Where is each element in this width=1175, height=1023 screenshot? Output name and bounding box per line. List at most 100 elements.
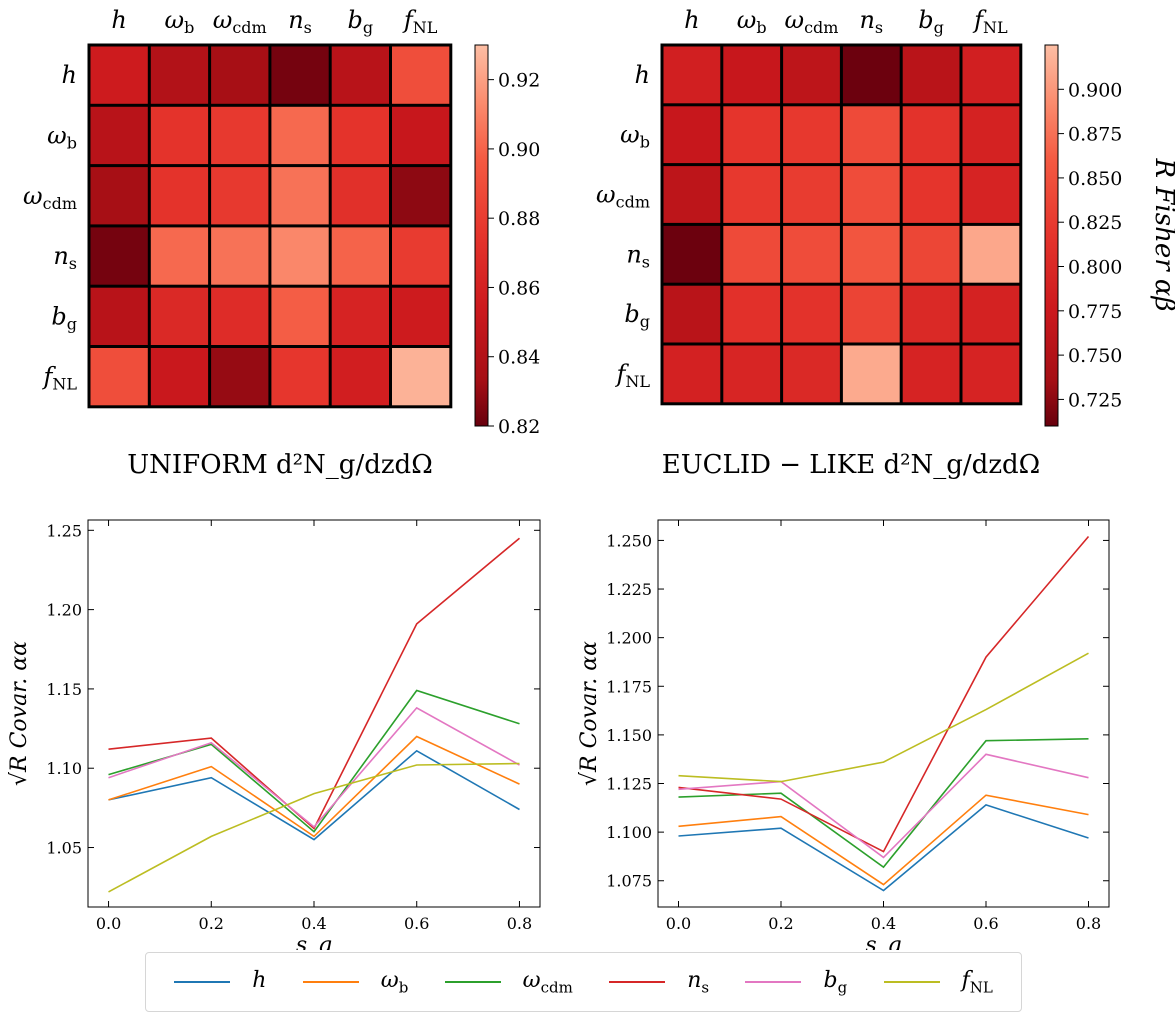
legend-item-n-s: ns bbox=[609, 968, 709, 996]
heatmap-row-label: bg bbox=[624, 300, 650, 331]
heatmap-cell-2-5 bbox=[962, 166, 1020, 223]
heatmap-cell-4-1 bbox=[723, 285, 781, 343]
legend-label-omega-cdm: ωcdm bbox=[522, 967, 573, 997]
heatmap-cell-1-3 bbox=[271, 106, 329, 165]
heatmap-cell-0-5 bbox=[962, 46, 1020, 104]
heatmap-title: EUCLID − LIKE d²N_g/dzdΩ bbox=[662, 450, 1040, 480]
heatmap-cell-5-5 bbox=[392, 348, 450, 406]
heatmap-frame bbox=[87, 43, 453, 409]
y-tick-label: 1.15 bbox=[46, 680, 82, 699]
heatmap-cell-1-1 bbox=[150, 106, 209, 165]
heatmap-cell-3-4 bbox=[331, 227, 389, 285]
colorbar-tick-label: 0.84 bbox=[498, 347, 540, 369]
heatmap-cell-1-2 bbox=[211, 106, 269, 165]
colorbar-tick-label: 0.750 bbox=[1068, 345, 1122, 367]
heatmap-row-label: ωcdm bbox=[596, 181, 650, 212]
heatmap-cell-0-0 bbox=[90, 46, 148, 104]
heatmap-cell-0-0 bbox=[663, 46, 721, 104]
heatmap-cell-4-3 bbox=[271, 287, 329, 345]
colorbar-tick-label: 0.86 bbox=[498, 277, 540, 299]
series-line-omega_cdm bbox=[108, 689, 520, 833]
heatmap-cell-3-2 bbox=[211, 227, 269, 285]
heatmap-cell-0-3 bbox=[842, 46, 900, 104]
x-tick-label: 0.8 bbox=[507, 914, 532, 933]
colorbar bbox=[474, 44, 489, 427]
heatmap-cell-3-5 bbox=[962, 225, 1020, 283]
plot-frame bbox=[657, 519, 1110, 908]
heatmap-cell-5-2 bbox=[783, 345, 840, 403]
heatmap-cell-2-4 bbox=[331, 167, 389, 225]
legend: h ωb ωcdm ns bg fNL bbox=[145, 952, 1022, 1012]
heatmap-row-label: ns bbox=[53, 242, 77, 273]
heatmap-cell-5-3 bbox=[271, 348, 329, 406]
heatmap-col-label: h bbox=[684, 6, 699, 34]
heatmap-cell-1-4 bbox=[902, 106, 960, 164]
y-tick-label: 1.175 bbox=[606, 677, 652, 696]
heatmap-cell-2-0 bbox=[663, 166, 721, 223]
heatmap-cell-4-5 bbox=[962, 285, 1020, 343]
legend-line-b-g bbox=[745, 980, 802, 983]
heatmap-cell-1-2 bbox=[783, 106, 840, 164]
heatmap-cell-2-3 bbox=[271, 167, 329, 225]
legend-line-h bbox=[174, 980, 231, 983]
heatmap-cell-1-5 bbox=[962, 106, 1020, 164]
colorbar-tick-label: 0.88 bbox=[498, 208, 540, 230]
heatmap-cell-1-3 bbox=[842, 106, 900, 164]
heatmap-frame bbox=[660, 43, 1023, 406]
legend-line-omega-b bbox=[302, 980, 359, 983]
heatmap-cell-4-4 bbox=[331, 287, 389, 345]
colorbar-tick-label: 0.850 bbox=[1068, 168, 1122, 190]
x-tick-label: 0.4 bbox=[871, 914, 896, 933]
legend-label-omega-b: ωb bbox=[380, 967, 409, 997]
series-line-n_s bbox=[678, 535, 1090, 853]
heatmap-cell-3-3 bbox=[271, 227, 329, 285]
heatmap-row-label: fNL bbox=[614, 360, 650, 391]
colorbar-tick-label: 0.825 bbox=[1068, 212, 1122, 234]
legend-item-omega-b: ωb bbox=[302, 967, 409, 997]
y-axis-label: √R Covar. αα bbox=[577, 641, 602, 786]
y-tick-label: 1.05 bbox=[46, 839, 82, 858]
heatmap-cell-5-1 bbox=[723, 345, 781, 403]
legend-label-f-nl: fNL bbox=[961, 967, 993, 997]
heatmap-col-label: ns bbox=[859, 6, 883, 37]
heatmap-col-label: ωcdm bbox=[213, 6, 267, 37]
heatmap-cell-3-2 bbox=[783, 225, 840, 283]
heatmap-row-label: ωcdm bbox=[23, 182, 77, 213]
legend-label-n-s: ns bbox=[687, 967, 710, 997]
x-tick-label: 0.2 bbox=[199, 914, 224, 933]
heatmap-col-label: bg bbox=[918, 6, 944, 37]
legend-label-b-g: bg bbox=[823, 967, 848, 997]
legend-item-h: h bbox=[174, 968, 266, 996]
y-tick-label: 1.20 bbox=[46, 601, 82, 620]
series-line-h bbox=[108, 749, 520, 841]
heatmap-cell-5-4 bbox=[331, 348, 389, 406]
heatmap-row-label: bg bbox=[51, 302, 77, 333]
y-tick-label: 1.225 bbox=[606, 580, 652, 599]
colorbar-label: R Fisher αβ bbox=[1149, 158, 1175, 312]
legend-line-omega-cdm bbox=[444, 980, 501, 983]
colorbar-tick-label: 0.875 bbox=[1068, 124, 1122, 146]
heatmap-cell-1-4 bbox=[331, 106, 389, 165]
heatmap-cell-0-3 bbox=[271, 46, 329, 104]
y-tick-label: 1.100 bbox=[606, 823, 652, 842]
heatmap-row-label: ns bbox=[626, 240, 650, 271]
heatmap-cell-5-0 bbox=[663, 345, 721, 403]
heatmap-cell-5-0 bbox=[90, 348, 148, 406]
heatmap-col-label: ωb bbox=[165, 6, 195, 37]
heatmap-cell-3-3 bbox=[842, 225, 900, 283]
colorbar-tick-label: 0.775 bbox=[1068, 301, 1122, 323]
heatmap-cell-0-1 bbox=[150, 46, 209, 104]
heatmap-cell-4-0 bbox=[90, 287, 148, 345]
heatmap-cell-3-5 bbox=[392, 227, 450, 285]
y-axis-label: √R Covar. αα bbox=[7, 641, 32, 786]
heatmap-cell-2-1 bbox=[723, 166, 781, 223]
heatmap-cell-4-1 bbox=[150, 287, 209, 345]
legend-label-h: h bbox=[252, 967, 267, 993]
heatmap-col-label: fNL bbox=[972, 6, 1008, 37]
heatmap-cell-5-5 bbox=[962, 345, 1020, 403]
heatmap-cell-0-5 bbox=[392, 46, 450, 104]
x-tick-label: 0.6 bbox=[404, 914, 429, 933]
